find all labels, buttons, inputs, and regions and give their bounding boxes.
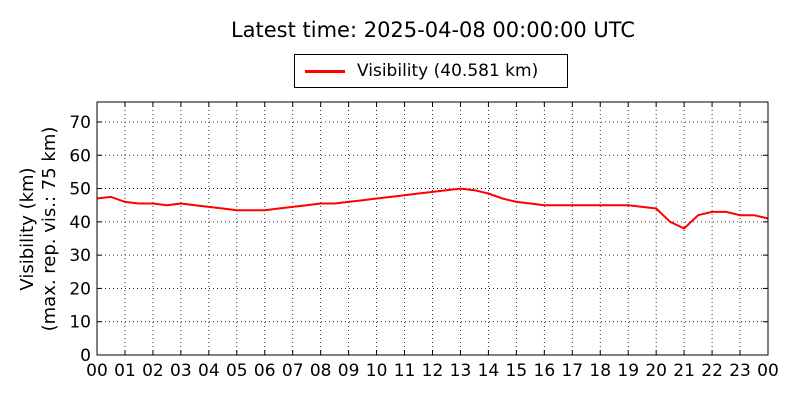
x-tick-label: 02 [142, 361, 164, 381]
y-tick-label: 20 [69, 279, 91, 299]
x-tick-label: 14 [478, 361, 500, 381]
y-tick-label: 10 [69, 313, 91, 333]
legend: Visibility (40.581 km) [294, 54, 568, 88]
y-tick-label: 50 [69, 180, 91, 200]
y-axis-label-line1: Visibility (km) [17, 167, 38, 291]
legend-series-label: Visibility (40.581 km) [357, 61, 539, 81]
x-tick-label: 12 [422, 361, 444, 381]
series-line-0 [96, 187, 769, 230]
y-axis-label: Visibility (km) (max. rep. vis.: 75 km) [17, 79, 61, 379]
x-tick-label: 07 [282, 361, 304, 381]
x-tick-label: 16 [534, 361, 556, 381]
plot-area [97, 102, 768, 355]
x-tick-label: 00 [86, 361, 108, 381]
y-tick-label: 40 [69, 213, 91, 233]
x-tick-label: 06 [254, 361, 276, 381]
x-tick-label: 05 [226, 361, 248, 381]
x-tick-label: 20 [645, 361, 667, 381]
x-tick-label: 09 [338, 361, 360, 381]
x-tick-label: 21 [673, 361, 695, 381]
x-tick-label: 11 [394, 361, 416, 381]
x-tick-label: 15 [506, 361, 528, 381]
x-tick-label: 19 [617, 361, 639, 381]
x-tick-label: 10 [366, 361, 388, 381]
y-tick-label: 70 [69, 113, 91, 133]
chart-title: Latest time: 2025-04-08 00:00:00 UTC [230, 18, 636, 42]
x-tick-label: 08 [310, 361, 332, 381]
x-tick-label: 13 [450, 361, 472, 381]
x-tick-label: 23 [729, 361, 751, 381]
x-tick-label: 17 [561, 361, 583, 381]
x-tick-label: 18 [589, 361, 611, 381]
y-tick-label: 30 [69, 246, 91, 266]
x-tick-label: 03 [170, 361, 192, 381]
x-tick-label: 01 [114, 361, 136, 381]
y-axis-label-line2: (max. rep. vis.: 75 km) [39, 126, 60, 332]
x-tick-label: 00 [757, 361, 779, 381]
legend-line-swatch [305, 70, 345, 73]
y-tick-label: 60 [69, 146, 91, 166]
y-tick-label: 0 [80, 346, 91, 366]
x-tick-label: 04 [198, 361, 220, 381]
plot-frame [96, 101, 769, 356]
x-tick-label: 22 [701, 361, 723, 381]
